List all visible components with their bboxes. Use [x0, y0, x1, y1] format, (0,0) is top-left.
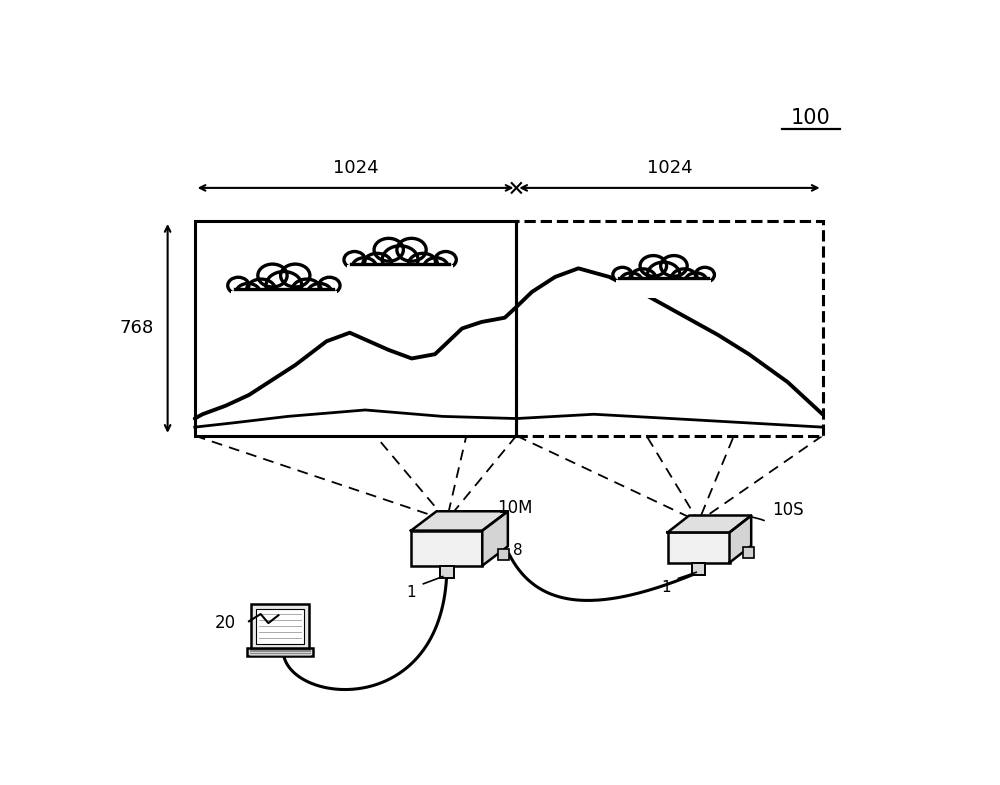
Circle shape — [685, 273, 707, 290]
Text: 1: 1 — [662, 579, 671, 594]
Circle shape — [319, 277, 340, 294]
Text: 8: 8 — [512, 543, 522, 558]
Circle shape — [435, 251, 456, 268]
Text: 768: 768 — [119, 319, 154, 338]
Text: 1024: 1024 — [333, 159, 378, 177]
Circle shape — [613, 268, 632, 283]
Bar — [516, 221, 822, 436]
Bar — [498, 549, 509, 560]
Circle shape — [374, 239, 403, 261]
Bar — [247, 648, 313, 656]
Polygon shape — [668, 516, 751, 532]
Circle shape — [640, 256, 667, 276]
Bar — [251, 604, 309, 648]
Circle shape — [408, 254, 438, 276]
Circle shape — [292, 279, 321, 302]
Circle shape — [352, 257, 377, 277]
Bar — [668, 532, 730, 563]
Bar — [256, 608, 304, 644]
Text: 10M: 10M — [497, 499, 532, 517]
Bar — [411, 531, 482, 566]
Circle shape — [424, 257, 448, 277]
Bar — [692, 563, 705, 575]
Text: 100: 100 — [791, 108, 831, 129]
Circle shape — [620, 273, 642, 290]
Circle shape — [630, 269, 656, 290]
Circle shape — [246, 279, 276, 302]
Circle shape — [266, 272, 302, 299]
Circle shape — [236, 283, 260, 302]
Circle shape — [228, 277, 249, 294]
Circle shape — [647, 262, 680, 287]
Bar — [195, 221, 516, 436]
Circle shape — [344, 251, 365, 268]
Circle shape — [671, 269, 697, 290]
Bar — [743, 546, 754, 557]
Circle shape — [363, 254, 392, 276]
Polygon shape — [730, 516, 751, 563]
Text: 1: 1 — [406, 585, 416, 600]
Text: 1024: 1024 — [647, 159, 692, 177]
Polygon shape — [411, 511, 508, 531]
Bar — [347, 265, 453, 286]
Polygon shape — [482, 511, 508, 566]
Text: 20: 20 — [215, 614, 236, 632]
Circle shape — [661, 256, 687, 276]
Circle shape — [258, 264, 287, 287]
Circle shape — [695, 268, 714, 283]
Bar — [616, 279, 711, 298]
Text: 10S: 10S — [772, 501, 804, 519]
Circle shape — [382, 246, 418, 274]
Bar — [440, 566, 454, 578]
Circle shape — [307, 283, 332, 302]
Circle shape — [281, 264, 310, 287]
Bar — [231, 291, 337, 312]
Circle shape — [397, 239, 426, 261]
